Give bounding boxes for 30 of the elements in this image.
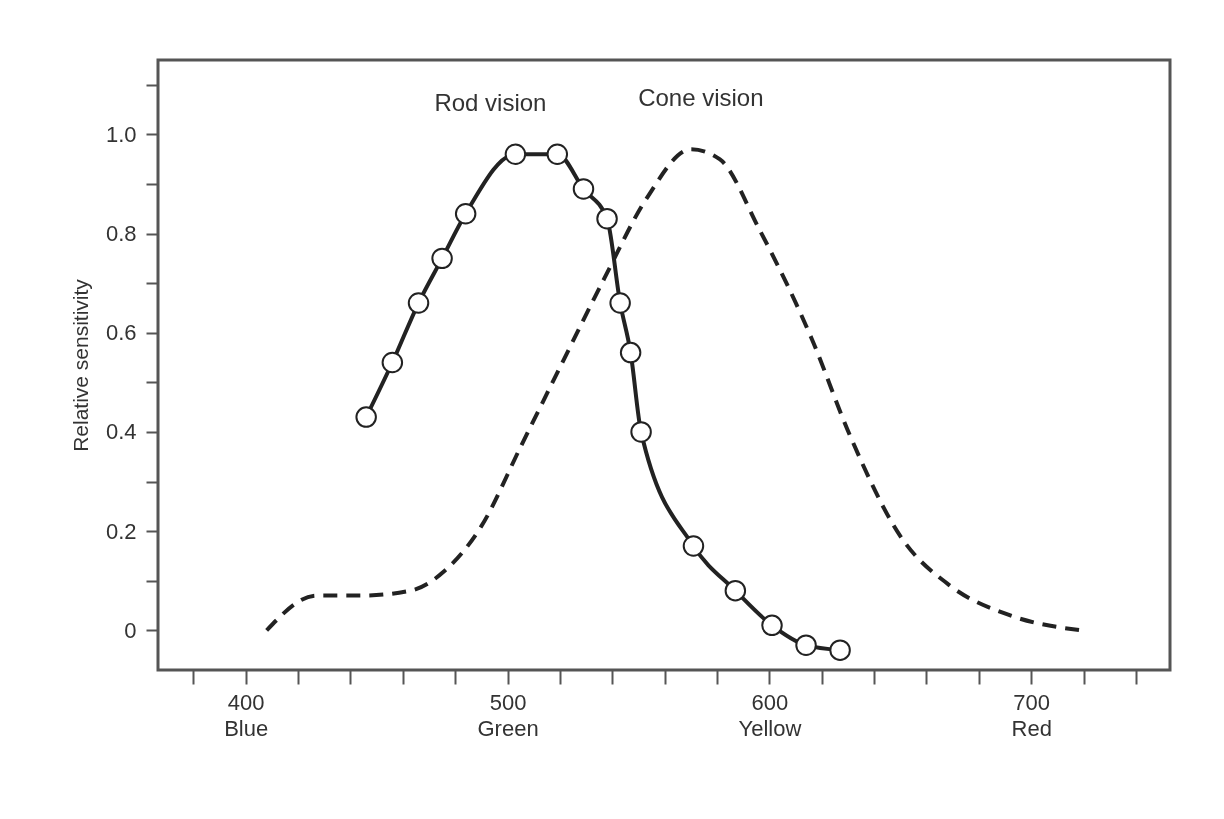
point — [572, 178, 595, 200]
y-tick-label: 0.4 — [105, 419, 137, 445]
point — [431, 247, 453, 270]
point — [596, 207, 618, 230]
point — [795, 634, 817, 656]
point — [407, 292, 430, 314]
y-tick-label: 0 — [124, 617, 137, 643]
point — [619, 341, 642, 364]
y-tick-label: 0.8 — [105, 221, 137, 247]
point — [630, 421, 652, 443]
point — [355, 406, 377, 428]
series-label: Rod vision — [434, 89, 547, 117]
y-tick-label: 1.0 — [105, 121, 137, 147]
x-tick-label: 500 Green — [477, 689, 539, 741]
point — [829, 639, 851, 661]
y-tick-label: 0.2 — [105, 518, 137, 544]
x-tick-label: 600 Yellow — [738, 689, 802, 741]
point — [761, 614, 783, 637]
point — [504, 143, 527, 165]
x-tick-label: 700 Red — [1011, 689, 1052, 741]
text: Cone vision — [638, 84, 764, 112]
x-tick-label: 400 Blue — [224, 689, 269, 741]
point — [546, 143, 569, 165]
point — [682, 535, 705, 557]
point — [724, 579, 747, 602]
point — [381, 351, 404, 374]
y-axis-title: Relative sensitivity — [68, 278, 92, 452]
point — [454, 203, 477, 225]
y-tick-label: 0.6 — [105, 320, 137, 346]
point — [609, 292, 631, 314]
